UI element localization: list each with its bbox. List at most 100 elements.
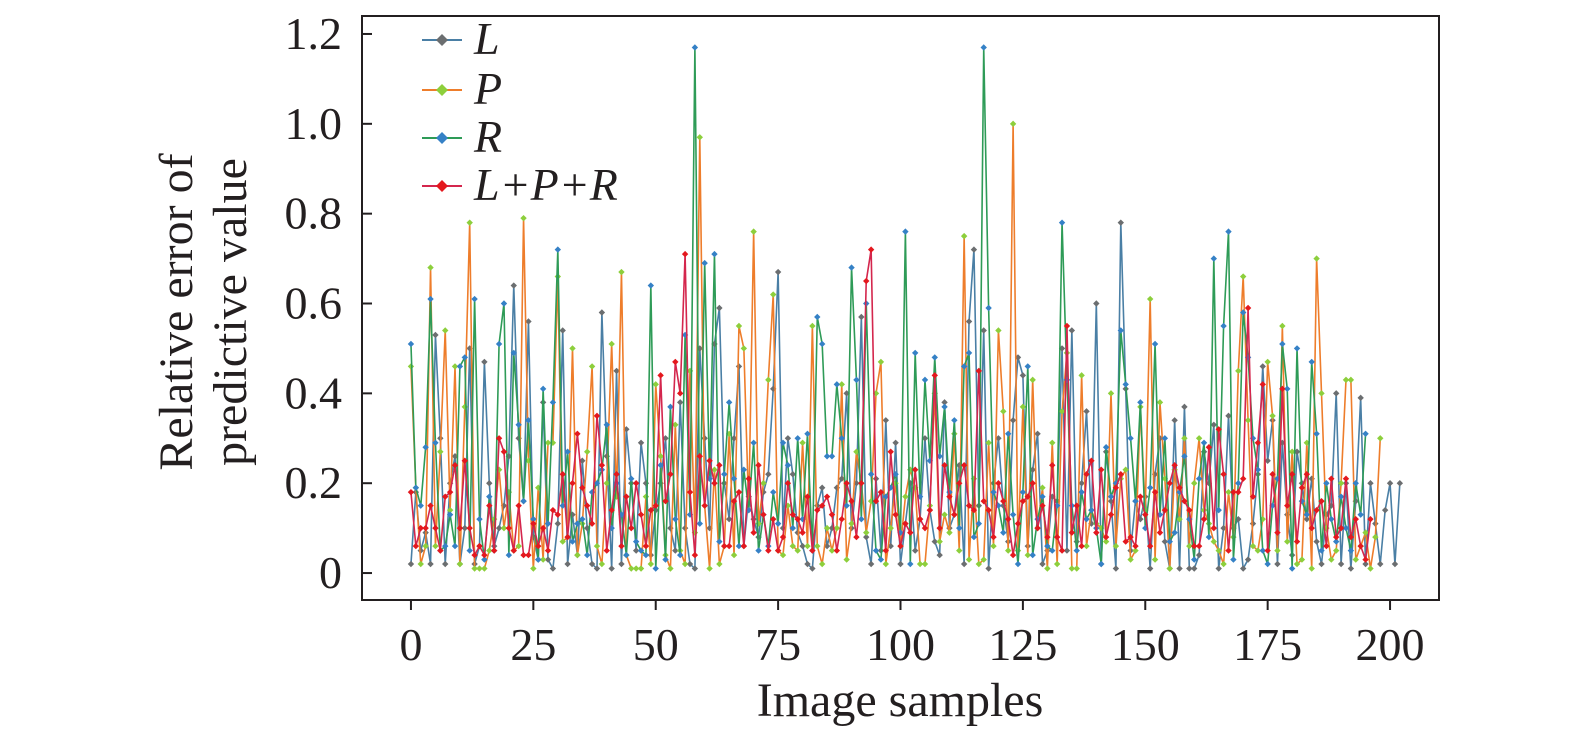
data-point	[799, 529, 806, 536]
data-point	[422, 542, 429, 550]
x-tick-label: 100	[866, 619, 935, 670]
data-point	[1058, 408, 1066, 415]
data-point	[583, 502, 591, 509]
data-point	[598, 462, 606, 469]
data-point	[672, 547, 679, 554]
data-point	[1210, 255, 1218, 262]
data-point	[437, 547, 444, 554]
y-axis-ticks: 0 0.2 0.4 0.6 0.8 1.0 1.2	[285, 8, 372, 598]
data-point	[505, 551, 513, 559]
data-point	[1239, 565, 1247, 572]
data-point	[1166, 480, 1173, 487]
data-point	[579, 457, 586, 464]
data-point	[1303, 471, 1311, 478]
data-point	[579, 515, 586, 523]
data-point	[931, 538, 938, 545]
data-point	[1239, 273, 1247, 280]
data-point	[647, 506, 655, 514]
data-point	[818, 484, 826, 491]
data-point	[1381, 506, 1389, 514]
data-point	[1347, 547, 1355, 554]
data-point	[432, 331, 439, 339]
data-point	[407, 340, 415, 348]
data-point	[672, 515, 679, 523]
data-point	[1044, 542, 1051, 550]
data-point	[1195, 475, 1203, 482]
data-point	[789, 542, 796, 550]
data-point	[1137, 493, 1144, 500]
data-point	[628, 524, 635, 532]
data-point	[725, 542, 733, 550]
data-point	[975, 367, 983, 375]
data-point	[814, 313, 821, 321]
data-point	[838, 515, 845, 523]
x-tick-label: 175	[1233, 619, 1302, 670]
data-point	[760, 480, 767, 487]
data-point	[750, 529, 757, 536]
data-point	[525, 318, 532, 325]
data-point	[1288, 565, 1296, 572]
data-point	[681, 560, 689, 568]
data-point	[750, 439, 757, 446]
data-point	[1367, 515, 1374, 523]
data-point	[544, 520, 552, 527]
data-point	[916, 493, 924, 500]
data-point	[1058, 219, 1066, 226]
data-point	[456, 560, 464, 568]
data-point	[1029, 376, 1036, 384]
data-point	[628, 475, 635, 482]
data-point	[1053, 533, 1061, 541]
data-point	[696, 134, 703, 141]
data-point	[1264, 547, 1271, 554]
data-point	[1039, 493, 1046, 500]
data-point	[1347, 533, 1355, 541]
data-point	[628, 565, 635, 572]
data-point	[510, 282, 517, 289]
data-point	[1328, 475, 1335, 482]
data-point	[818, 560, 826, 568]
data-point	[686, 560, 694, 568]
data-point	[681, 331, 689, 339]
data-point	[515, 502, 522, 509]
data-point	[970, 506, 978, 514]
data-point	[985, 506, 992, 514]
data-point	[1249, 542, 1257, 550]
data-point	[446, 506, 454, 514]
data-point	[652, 565, 659, 572]
data-point	[1298, 556, 1306, 563]
data-point	[1328, 556, 1335, 563]
data-point	[544, 439, 552, 446]
data-point	[1288, 448, 1296, 455]
data-point	[1249, 520, 1257, 527]
data-point	[1225, 547, 1232, 554]
data-point	[672, 358, 679, 366]
data-point	[823, 493, 831, 500]
data-point	[593, 542, 601, 550]
data-point	[755, 547, 762, 554]
data-point	[1117, 219, 1124, 226]
data-point	[476, 565, 483, 572]
data-point	[515, 542, 522, 550]
data-point	[642, 493, 650, 500]
data-point	[1191, 556, 1198, 563]
data-point	[818, 340, 826, 348]
data-point	[481, 556, 488, 563]
data-point	[1181, 453, 1188, 460]
data-point	[1195, 542, 1203, 550]
data-point	[897, 542, 904, 550]
data-point	[1352, 480, 1359, 487]
data-point	[770, 291, 777, 298]
data-point	[1000, 408, 1007, 415]
data-point	[559, 538, 566, 545]
data-point	[892, 511, 899, 518]
data-point	[588, 560, 596, 568]
data-point	[696, 520, 703, 527]
data-point	[814, 502, 821, 509]
data-point	[1107, 497, 1115, 505]
data-point	[960, 462, 968, 469]
data-point	[1284, 538, 1291, 545]
data-point	[911, 547, 919, 554]
data-point	[725, 399, 733, 406]
data-point	[1137, 515, 1144, 523]
